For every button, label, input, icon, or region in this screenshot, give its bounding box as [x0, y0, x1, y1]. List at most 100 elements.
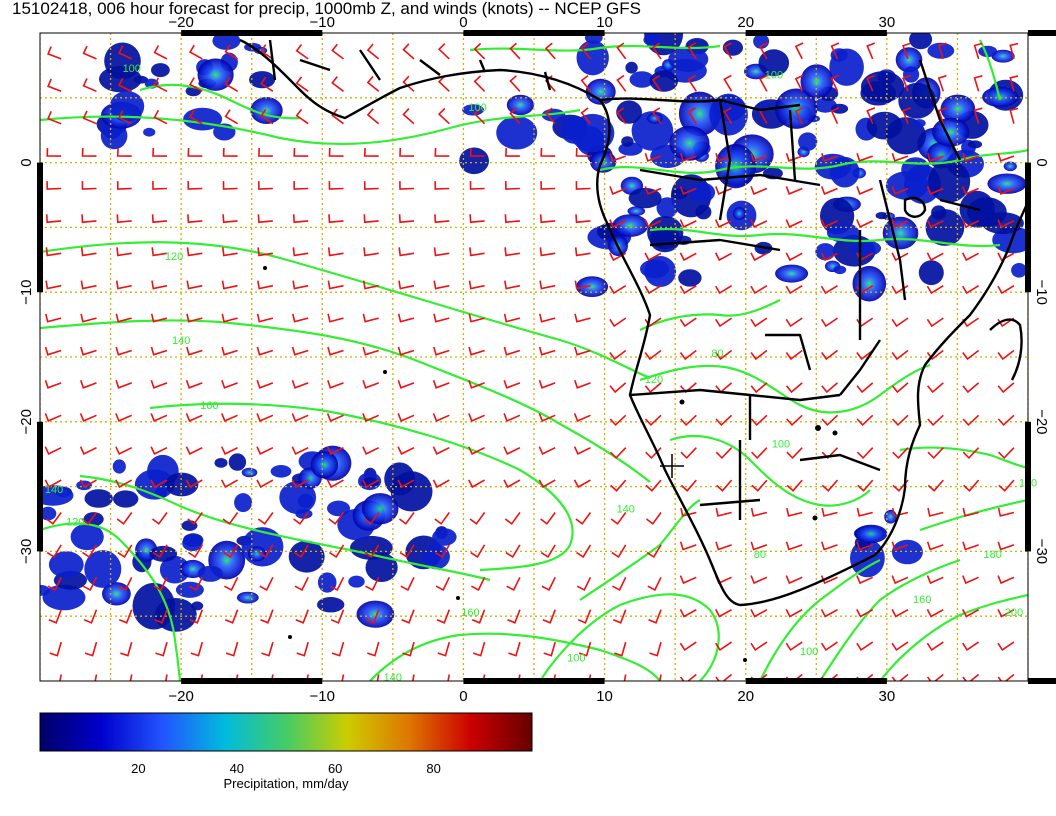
precip-cell [133, 75, 149, 84]
precip-cell [753, 33, 770, 49]
precip-cell [241, 527, 284, 567]
wind-barb [150, 413, 168, 422]
wind-barb [715, 317, 733, 328]
wind-barb [820, 186, 838, 195]
wind-barb [679, 317, 697, 328]
wind-barb [540, 512, 556, 525]
wind-barb [46, 544, 62, 559]
wind-barb [83, 609, 98, 624]
wind-barb [644, 382, 662, 394]
coastlines [239, 38, 1028, 607]
wind-barb [222, 147, 238, 157]
wind-barb [538, 446, 556, 455]
wind-barb [257, 280, 274, 290]
wind-barb [224, 109, 239, 125]
precip-cell [113, 490, 139, 508]
wind-barb [1009, 42, 1019, 60]
lon-tick-bottom: 20 [737, 688, 754, 705]
lon-tick-top: −10 [310, 14, 335, 31]
lon-tick-bottom: −10 [310, 688, 335, 705]
wind-barb [45, 247, 62, 257]
contour-line [40, 108, 581, 145]
wind-barb [856, 609, 874, 618]
precip-cell [112, 459, 126, 474]
wind-barb [820, 608, 838, 618]
wind-barb [330, 609, 345, 624]
precip-cell [991, 49, 1015, 63]
precip-cell [310, 451, 339, 479]
wind-barb [468, 379, 485, 389]
precip-cell [84, 550, 122, 588]
precip-cell [895, 47, 923, 73]
wind-barb [434, 181, 450, 190]
wind-barb [926, 317, 944, 328]
wind-barb [402, 75, 415, 92]
contour-line [149, 402, 574, 572]
wind-barb [891, 382, 909, 394]
wind-barb [962, 447, 980, 460]
wind-barb [220, 446, 238, 455]
wind-barb [750, 414, 768, 427]
wind-barb [750, 285, 768, 295]
wind-barb [190, 641, 204, 657]
precip-cell [928, 160, 971, 203]
wind-barb [574, 346, 591, 356]
contour-label: 160 [461, 607, 479, 619]
precip-cell [496, 116, 538, 150]
frame-bar-right [1025, 162, 1031, 293]
wind-barb [291, 379, 309, 389]
wind-barb [79, 479, 97, 489]
wind-barb [715, 349, 733, 361]
wind-barb [539, 214, 556, 224]
colorbar-tick-label: 40 [230, 761, 244, 776]
precip-cell [629, 71, 655, 88]
wind-barb [651, 74, 662, 92]
wind-barb [434, 512, 450, 525]
wind-barb [926, 349, 944, 361]
wind-barb [821, 414, 839, 427]
wind-barb [260, 76, 274, 92]
wind-barb [962, 152, 979, 162]
lat-tick-left: −20 [18, 409, 35, 434]
precip-cell [909, 33, 933, 50]
wind-barb [152, 147, 168, 157]
lake-victoria [903, 196, 927, 218]
wind-barb [937, 42, 947, 60]
precip-cell [849, 240, 882, 257]
wind-barb [573, 413, 591, 422]
wind-barb [341, 674, 345, 681]
wind-barb [402, 108, 415, 125]
wind-barb [616, 107, 627, 125]
precip-cell [875, 212, 888, 220]
wind-barb [658, 674, 662, 681]
wind-barb [81, 181, 97, 190]
wind-barb [187, 214, 203, 224]
wind-barb [786, 479, 803, 492]
wind-barb [821, 349, 838, 361]
wind-barb [116, 247, 132, 257]
wind-barb [402, 43, 415, 60]
wind-barb [469, 147, 485, 157]
wind-barb [295, 44, 309, 60]
wind-barb [891, 541, 909, 551]
wind-barb [363, 214, 379, 224]
precip-cell [40, 506, 57, 521]
wind-barb [786, 507, 803, 517]
wind-barb [81, 512, 98, 525]
wind-barb [926, 285, 944, 295]
wind-barb [902, 107, 911, 124]
precip-cell [815, 243, 836, 261]
contour-line [579, 499, 701, 601]
wind-barb [185, 479, 203, 489]
precip-cell [183, 107, 223, 131]
wind-barb [365, 609, 380, 624]
lat-tick-right: −30 [1033, 539, 1050, 564]
wind-barb [257, 512, 274, 525]
wind-barb [609, 285, 627, 295]
precip-cell [40, 585, 50, 596]
wind-barb [503, 479, 521, 489]
precip-cell [631, 111, 674, 151]
precip-cell [109, 90, 145, 122]
contour-line [979, 39, 1002, 101]
